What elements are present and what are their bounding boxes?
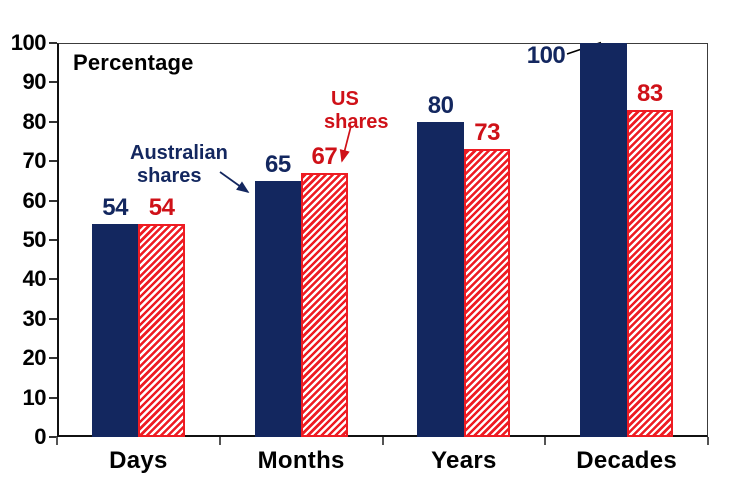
value-label-us-decades: 83 (637, 79, 663, 107)
x-axis-tick (707, 437, 709, 445)
y-axis-tick (49, 120, 57, 123)
y-axis-tick-label: 50 (22, 227, 47, 252)
y-axis-tick (49, 42, 57, 44)
x-axis-tick (544, 437, 547, 445)
y-axis-tick-label: 70 (22, 148, 47, 174)
x-category-label-days: Days (109, 447, 168, 474)
y-axis-tick (49, 436, 57, 438)
bar-us-decades (626, 109, 674, 437)
value-label-us-months: 67 (311, 143, 338, 171)
value-label-australian-years: 80 (427, 91, 454, 119)
bar-australian-decades (580, 43, 627, 437)
y-axis-tick (49, 81, 57, 84)
legend-us-shares-line2: shares (324, 111, 389, 133)
y-axis-tick (49, 199, 57, 202)
bar-us-years (463, 149, 511, 437)
value-label-australian-decades: 100 (526, 42, 566, 69)
legend-australian-shares-line1: Australian (130, 142, 228, 164)
value-label-us-years: 73 (474, 119, 500, 147)
x-axis-tick (56, 437, 58, 445)
y-axis-tick (49, 357, 57, 360)
x-axis-tick (381, 437, 384, 445)
legend-us-shares-line1: US (331, 88, 359, 110)
y-axis-tick-label: 0 (34, 424, 46, 449)
y-axis-tick-label: 10 (22, 384, 47, 410)
bar-australian-years (417, 121, 464, 437)
y-axis-tick-label: 40 (22, 266, 47, 292)
x-category-label-years: Years (431, 447, 497, 474)
y-axis-tick-label: 100 (10, 30, 47, 55)
x-axis-tick (218, 437, 221, 445)
y-axis-tick-label: 60 (22, 187, 47, 213)
bar-australian-days (91, 224, 139, 437)
y-axis-tick (49, 317, 57, 320)
chart-title: Percentage (73, 50, 194, 75)
x-category-label-months: Months (257, 447, 345, 474)
bar-us-days (138, 224, 185, 437)
x-category-label-decades: Decades (576, 447, 678, 474)
y-axis-tick-label: 20 (22, 345, 47, 371)
y-axis-tick-label: 30 (22, 305, 47, 331)
bar-australian-months (254, 180, 302, 437)
value-label-us-days: 54 (148, 194, 175, 222)
value-label-australian-months: 65 (265, 150, 291, 178)
value-label-australian-days: 54 (102, 194, 128, 222)
y-axis-tick-label: 90 (22, 69, 47, 95)
y-axis-tick (49, 396, 57, 399)
y-axis-tick-label: 80 (22, 108, 47, 134)
legend-australian-shares-line2: shares (137, 165, 202, 187)
y-axis-tick (49, 239, 57, 241)
y-axis-tick (49, 278, 57, 281)
y-axis-tick (49, 160, 57, 163)
bar-us-months (301, 173, 348, 437)
